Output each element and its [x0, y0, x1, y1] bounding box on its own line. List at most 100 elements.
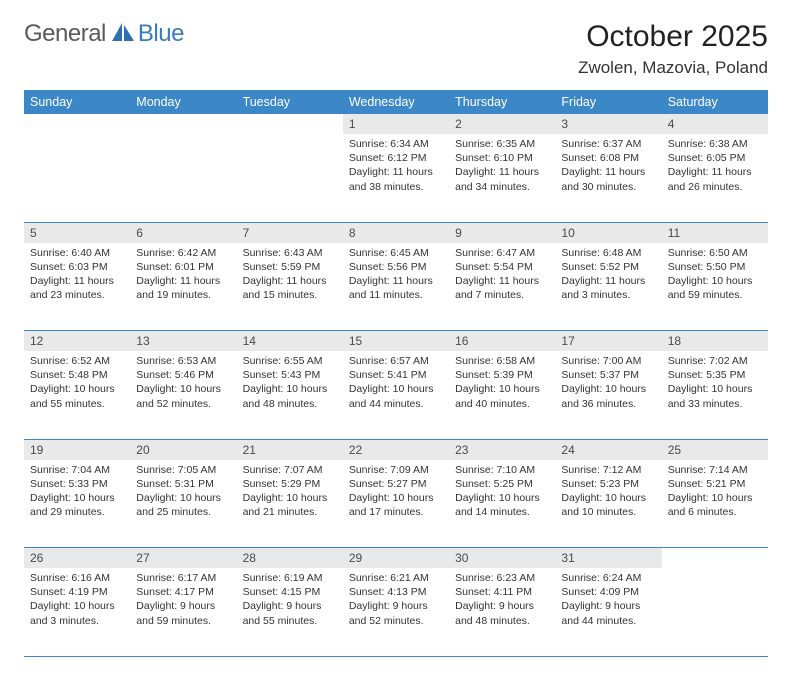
sunset-line: Sunset: 6:01 PM [136, 260, 230, 274]
weekday-header: Monday [130, 90, 236, 114]
sunrise-line: Sunrise: 6:57 AM [349, 354, 443, 368]
day-content-row: Sunrise: 6:34 AMSunset: 6:12 PM Daylight:… [24, 134, 768, 222]
day-cell: Sunrise: 6:53 AMSunset: 5:46 PMDaylight:… [130, 351, 236, 439]
daylight-line: Daylight: 10 hours and 10 minutes. [561, 491, 655, 519]
daylight-line: Daylight: 9 hours and 44 minutes. [561, 599, 655, 627]
daylight-line: Daylight: 9 hours and 48 minutes. [455, 599, 549, 627]
daylight-line: Daylight: 11 hours and 26 minutes. [668, 165, 762, 193]
weekday-header: Tuesday [237, 90, 343, 114]
daylight-line: Daylight: 10 hours and 14 minutes. [455, 491, 549, 519]
sunrise-line: Sunrise: 6:34 AM [349, 137, 443, 151]
sunset-line: Sunset: 4:11 PM [455, 585, 549, 599]
sunrise-line: Sunrise: 6:42 AM [136, 246, 230, 260]
weekday-header: Friday [555, 90, 661, 114]
daylight-line: Daylight: 11 hours and 15 minutes. [243, 274, 337, 302]
month-year-title: October 2025 [578, 20, 768, 54]
daylight-line: Daylight: 10 hours and 17 minutes. [349, 491, 443, 519]
logo: General Blue [24, 20, 184, 48]
sunrise-line: Sunrise: 7:02 AM [668, 354, 762, 368]
daylight-line: Daylight: 10 hours and 21 minutes. [243, 491, 337, 519]
day-cell: Sunrise: 6:23 AMSunset: 4:11 PMDaylight:… [449, 568, 555, 656]
day-details: Sunrise: 7:00 AMSunset: 5:37 PMDaylight:… [555, 351, 661, 417]
day-details: Sunrise: 6:42 AMSunset: 6:01 PMDaylight:… [130, 243, 236, 309]
day-number-cell: 19 [24, 439, 130, 460]
day-details: Sunrise: 6:17 AMSunset: 4:17 PMDaylight:… [130, 568, 236, 634]
day-cell: Sunrise: 7:05 AMSunset: 5:31 PMDaylight:… [130, 460, 236, 548]
sunrise-line: Sunrise: 6:24 AM [561, 571, 655, 585]
daylight-line: Daylight: 11 hours and 7 minutes. [455, 274, 549, 302]
day-number-cell: 14 [237, 331, 343, 352]
day-details: Sunrise: 7:10 AMSunset: 5:25 PMDaylight:… [449, 460, 555, 526]
day-cell: Sunrise: 7:04 AMSunset: 5:33 PMDaylight:… [24, 460, 130, 548]
sunset-line: Sunset: 6:10 PM [455, 151, 549, 165]
sunset-line: Sunset: 5:21 PM [668, 477, 762, 491]
sunset-line: Sunset: 5:48 PM [30, 368, 124, 382]
day-details: Sunrise: 6:52 AMSunset: 5:48 PMDaylight:… [24, 351, 130, 417]
location-subtitle: Zwolen, Mazovia, Poland [578, 58, 768, 78]
day-number-cell: 1 [343, 114, 449, 134]
day-cell: Sunrise: 6:19 AMSunset: 4:15 PMDaylight:… [237, 568, 343, 656]
day-details: Sunrise: 6:53 AMSunset: 5:46 PMDaylight:… [130, 351, 236, 417]
sunset-line: Sunset: 4:13 PM [349, 585, 443, 599]
day-details: Sunrise: 6:23 AMSunset: 4:11 PMDaylight:… [449, 568, 555, 634]
day-number-cell: 3 [555, 114, 661, 134]
sunset-line: Sunset: 5:41 PM [349, 368, 443, 382]
day-cell: Sunrise: 6:40 AMSunset: 6:03 PMDaylight:… [24, 243, 130, 331]
day-cell: Sunrise: 6:48 AMSunset: 5:52 PMDaylight:… [555, 243, 661, 331]
sunrise-line: Sunrise: 6:35 AM [455, 137, 549, 151]
day-number-cell: 13 [130, 331, 236, 352]
day-details: Sunrise: 6:47 AMSunset: 5:54 PMDaylight:… [449, 243, 555, 309]
daylight-line: Daylight: 10 hours and 52 minutes. [136, 382, 230, 410]
daylight-line: Daylight: 11 hours and 19 minutes. [136, 274, 230, 302]
sunrise-line: Sunrise: 7:09 AM [349, 463, 443, 477]
sunrise-line: Sunrise: 7:14 AM [668, 463, 762, 477]
sunset-line: Sunset: 6:12 PM [349, 151, 443, 165]
daylight-line: Daylight: 10 hours and 59 minutes. [668, 274, 762, 302]
day-details: Sunrise: 7:04 AMSunset: 5:33 PMDaylight:… [24, 460, 130, 526]
sunset-line: Sunset: 5:56 PM [349, 260, 443, 274]
day-details: Sunrise: 7:02 AMSunset: 5:35 PMDaylight:… [662, 351, 768, 417]
sunset-line: Sunset: 6:08 PM [561, 151, 655, 165]
sunrise-line: Sunrise: 6:21 AM [349, 571, 443, 585]
logo-sail-icon [110, 21, 136, 48]
weekday-header-row: Sunday Monday Tuesday Wednesday Thursday… [24, 90, 768, 114]
day-cell: Sunrise: 6:52 AMSunset: 5:48 PMDaylight:… [24, 351, 130, 439]
day-number-cell: 28 [237, 548, 343, 569]
day-details: Sunrise: 6:19 AMSunset: 4:15 PMDaylight:… [237, 568, 343, 634]
sunset-line: Sunset: 5:39 PM [455, 368, 549, 382]
daylight-line: Daylight: 11 hours and 34 minutes. [455, 165, 549, 193]
day-details: Sunrise: 6:45 AMSunset: 5:56 PMDaylight:… [343, 243, 449, 309]
daylight-line: Daylight: 11 hours and 11 minutes. [349, 274, 443, 302]
day-number-cell: 25 [662, 439, 768, 460]
sunrise-line: Sunrise: 7:10 AM [455, 463, 549, 477]
sunrise-line: Sunrise: 7:05 AM [136, 463, 230, 477]
sunset-line: Sunset: 6:05 PM [668, 151, 762, 165]
day-number-cell: 23 [449, 439, 555, 460]
day-number-cell: 4 [662, 114, 768, 134]
day-content-row: Sunrise: 6:16 AMSunset: 4:19 PMDaylight:… [24, 568, 768, 656]
sunset-line: Sunset: 5:27 PM [349, 477, 443, 491]
day-cell [130, 134, 236, 222]
title-block: October 2025 Zwolen, Mazovia, Poland [578, 20, 768, 78]
daylight-line: Daylight: 9 hours and 55 minutes. [243, 599, 337, 627]
day-number-cell: 29 [343, 548, 449, 569]
day-number-cell: 26 [24, 548, 130, 569]
sunset-line: Sunset: 5:25 PM [455, 477, 549, 491]
day-details: Sunrise: 6:58 AMSunset: 5:39 PMDaylight:… [449, 351, 555, 417]
day-number-cell: 15 [343, 331, 449, 352]
day-cell: Sunrise: 7:09 AMSunset: 5:27 PMDaylight:… [343, 460, 449, 548]
sunrise-line: Sunrise: 7:04 AM [30, 463, 124, 477]
day-content-row: Sunrise: 6:40 AMSunset: 6:03 PMDaylight:… [24, 243, 768, 331]
day-details: Sunrise: 6:57 AMSunset: 5:41 PMDaylight:… [343, 351, 449, 417]
logo-text-blue: Blue [138, 20, 184, 48]
day-number-cell: 17 [555, 331, 661, 352]
day-details: Sunrise: 6:43 AMSunset: 5:59 PMDaylight:… [237, 243, 343, 309]
day-number-cell: 7 [237, 222, 343, 243]
sunset-line: Sunset: 4:19 PM [30, 585, 124, 599]
day-cell: Sunrise: 7:10 AMSunset: 5:25 PMDaylight:… [449, 460, 555, 548]
sunrise-line: Sunrise: 6:38 AM [668, 137, 762, 151]
day-number-cell: 9 [449, 222, 555, 243]
weekday-header: Saturday [662, 90, 768, 114]
day-details: Sunrise: 6:16 AMSunset: 4:19 PMDaylight:… [24, 568, 130, 634]
sunset-line: Sunset: 5:50 PM [668, 260, 762, 274]
